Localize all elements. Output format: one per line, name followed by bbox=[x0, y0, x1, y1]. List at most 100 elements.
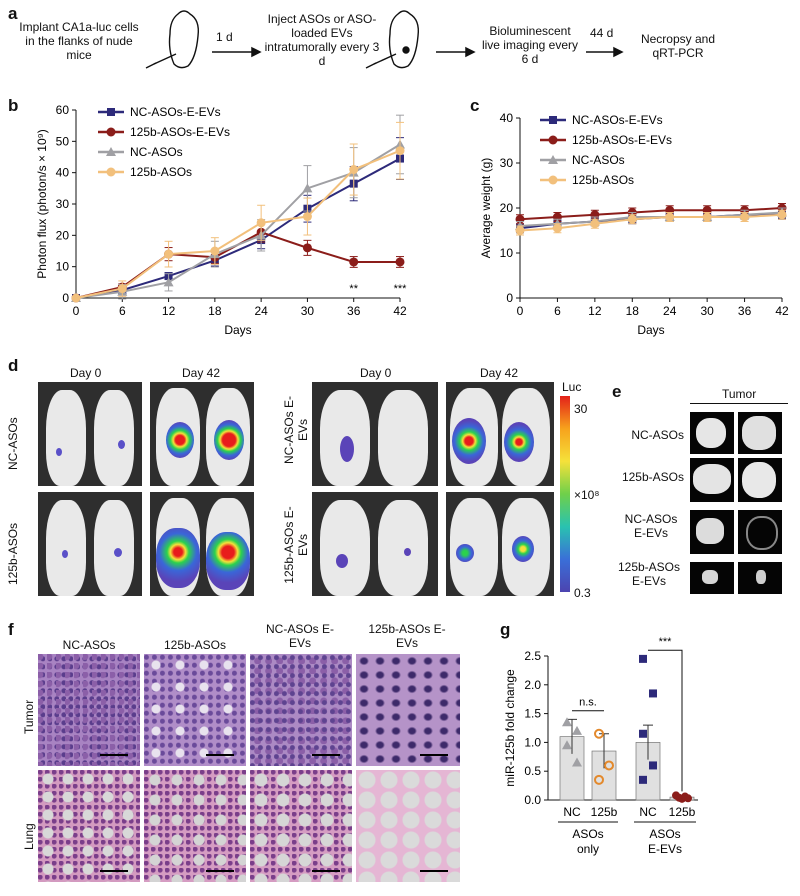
panel-label-e: e bbox=[612, 382, 622, 401]
d-row-125b-asos-eevs: 125b-ASOs E-EVs bbox=[282, 506, 310, 584]
b-legend-label-3: 125b-ASOs bbox=[130, 165, 192, 179]
g-dot-2-3 bbox=[649, 761, 657, 770]
g-xtick-label-3: 125b bbox=[669, 805, 696, 819]
b-series-line-2 bbox=[75, 143, 401, 299]
scale-min: 0.3 bbox=[574, 586, 591, 600]
e-row-nc: NC-ASOs bbox=[631, 428, 684, 442]
b-point-2-2 bbox=[163, 277, 174, 287]
b-legend-marker-0 bbox=[107, 108, 115, 116]
c-xtick-label: 30 bbox=[700, 304, 714, 318]
d-row-125b-asos: 125b-ASOs bbox=[6, 522, 20, 585]
e-tumor-nc-eevs-2 bbox=[738, 510, 782, 554]
f-tumor-nc bbox=[38, 654, 140, 766]
b-point-3-4 bbox=[256, 218, 266, 228]
c-legend-label-3: 125b-ASOs bbox=[572, 173, 634, 187]
panel-label-g: g bbox=[500, 620, 511, 639]
d-day0-right: Day 0 bbox=[360, 366, 392, 380]
e-tumor-125b-2 bbox=[738, 458, 782, 502]
b-ytick-label: 50 bbox=[56, 134, 70, 148]
e-title-rule bbox=[690, 403, 788, 404]
arrow-3 bbox=[586, 46, 624, 58]
b-xtick-label: 30 bbox=[301, 304, 315, 318]
f-lung-nc bbox=[38, 770, 140, 882]
d-img-125b-day42 bbox=[150, 492, 254, 596]
f-row-lung: Lung bbox=[22, 823, 36, 850]
d-row-nc-asos: NC-ASOs bbox=[6, 417, 20, 470]
b-xtick-label: 36 bbox=[347, 304, 361, 318]
b-legend-label-0: NC-ASOs-E-EVs bbox=[130, 105, 221, 119]
g-ytick-label: 0.5 bbox=[524, 764, 541, 778]
e-tumor-125b-1 bbox=[690, 458, 734, 502]
c-point-3-4 bbox=[665, 212, 675, 222]
arrow-label-1d: 1 d bbox=[216, 30, 233, 44]
g-xtick-label-2: NC bbox=[639, 805, 657, 819]
b-xlabel: Days bbox=[224, 323, 251, 337]
scale-title: Luc bbox=[562, 380, 582, 394]
d-day42-right: Day 42 bbox=[480, 366, 519, 380]
b-point-1-6 bbox=[349, 257, 359, 267]
c-xlabel: Days bbox=[637, 323, 664, 337]
c-legend-marker-0 bbox=[549, 116, 557, 124]
b-point-2-5 bbox=[302, 183, 313, 193]
f-col-nc: NC-ASOs bbox=[62, 638, 116, 652]
c-xtick-label: 12 bbox=[588, 304, 602, 318]
arrow-2 bbox=[436, 46, 476, 58]
b-xtick-label: 0 bbox=[73, 304, 80, 318]
schematic-graphics bbox=[145, 10, 624, 69]
g-group-label-1a: ASOs bbox=[649, 827, 680, 841]
g-group-label-0b: only bbox=[577, 842, 599, 856]
c-ytick-label: 20 bbox=[500, 201, 514, 215]
b-point-1-5 bbox=[302, 243, 312, 253]
panel-label-a: a bbox=[8, 4, 18, 23]
f-lung-nc-eevs bbox=[250, 770, 352, 882]
panel-label-c: c bbox=[470, 96, 480, 115]
b-point-3-2 bbox=[164, 249, 174, 259]
e-tumor-nc-2 bbox=[738, 412, 782, 454]
c-point-3-7 bbox=[777, 210, 787, 220]
g-dot-2-0 bbox=[639, 654, 647, 663]
b-point-3-7 bbox=[395, 146, 405, 156]
g-sig-label-0: n.s. bbox=[579, 697, 597, 709]
f-row-tumor: Tumor bbox=[22, 699, 36, 734]
c-ytick-label: 30 bbox=[500, 156, 514, 170]
c-xtick-label: 24 bbox=[663, 304, 677, 318]
b-legend-marker-1 bbox=[106, 127, 116, 137]
c-legend-marker-1 bbox=[548, 135, 558, 145]
b-ytick-label: 20 bbox=[56, 228, 70, 242]
b-ytick-label: 30 bbox=[56, 197, 70, 211]
c-legend-marker-3 bbox=[548, 175, 558, 185]
g-dot-3-4 bbox=[684, 794, 692, 803]
d-img-nc-eevs-day0 bbox=[312, 382, 438, 486]
e-tumor-125b-eevs-1 bbox=[690, 562, 734, 594]
panel-label-d: d bbox=[8, 356, 19, 375]
b-point-3-6 bbox=[349, 165, 359, 175]
b-point-3-1 bbox=[117, 284, 127, 294]
e-tumor-125b-eevs-2 bbox=[738, 562, 782, 594]
b-ytick-label: 10 bbox=[56, 260, 70, 274]
g-dot-2-2 bbox=[639, 729, 647, 738]
c-legend-label-2: NC-ASOs bbox=[572, 153, 625, 167]
g-ytick-label: 0.0 bbox=[524, 793, 541, 807]
c-ytick-label: 10 bbox=[500, 246, 514, 260]
arrow-label-44d: 44 d bbox=[590, 26, 614, 40]
g-dot-1-1 bbox=[604, 760, 614, 771]
c-series-line-3 bbox=[519, 213, 783, 232]
b-legend-marker-2 bbox=[106, 147, 116, 156]
b-legend-label-1: 125b-ASOs-E-EVs bbox=[130, 125, 230, 139]
b-annotation-1: *** bbox=[394, 283, 408, 295]
chart-g: 0.0 0.5 1.0 1.5 2.0 2.5 miR-125b fold change NC… bbox=[503, 636, 698, 856]
g-dot-0-0 bbox=[562, 717, 572, 727]
d-day0-left: Day 0 bbox=[70, 366, 102, 380]
b-xtick-label: 6 bbox=[119, 304, 126, 318]
c-ytick-label: 40 bbox=[500, 111, 514, 125]
d-img-nc-day0 bbox=[38, 382, 142, 486]
panel-label-f: f bbox=[8, 620, 14, 639]
e-row-nc-eevs: NC-ASOs E-EVs bbox=[624, 512, 678, 540]
mouse-icon-2 bbox=[365, 10, 420, 69]
b-point-3-3 bbox=[210, 246, 220, 256]
f-col-125b: 125b-ASOs bbox=[163, 638, 227, 652]
e-tumor-nc-1 bbox=[690, 412, 734, 454]
g-xtick-label-0: NC bbox=[563, 805, 581, 819]
b-xtick-label: 18 bbox=[208, 304, 222, 318]
d-img-125b-eevs-day0 bbox=[312, 492, 438, 596]
